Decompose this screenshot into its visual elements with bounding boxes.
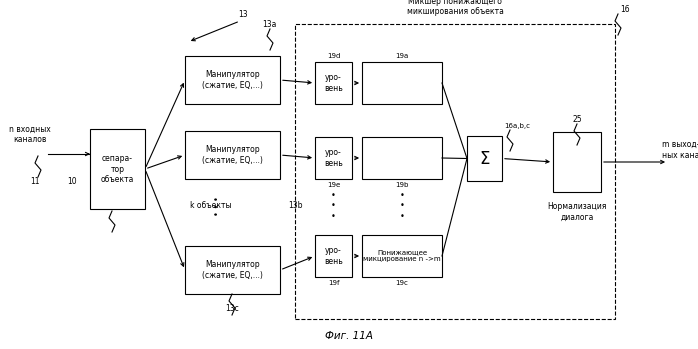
Text: 19b: 19b [395, 182, 409, 188]
Text: Понижающее
микцирование n ->m: Понижающее микцирование n ->m [363, 250, 441, 262]
Bar [90, 129, 145, 209]
Text: уро-
вень: уро- вень [324, 246, 343, 266]
Text: • • •: • • • [213, 196, 222, 216]
Text: 19f: 19f [328, 280, 339, 286]
Text: Σ: Σ [480, 149, 490, 168]
Text: 13с: 13с [225, 304, 239, 313]
Text: •
•
•: • • • [331, 191, 336, 221]
Bar [362, 235, 442, 277]
Bar [315, 137, 352, 179]
Text: 16: 16 [620, 5, 630, 14]
Text: Фиг. 11А: Фиг. 11А [325, 331, 373, 341]
Text: Манипулятор
(сжатие, EQ,...): Манипулятор (сжатие, EQ,...) [202, 260, 263, 280]
Bar [467, 136, 502, 181]
Text: n входных
каналов: n входных каналов [9, 125, 51, 144]
Text: сепара-
тор
объекта: сепара- тор объекта [101, 154, 134, 184]
Text: 19d: 19d [327, 53, 340, 59]
Bar [362, 137, 442, 179]
Text: Манипулятор
(сжатие, EQ,...): Манипулятор (сжатие, EQ,...) [202, 145, 263, 165]
Text: •
•
•: • • • [399, 191, 404, 221]
Text: 11: 11 [30, 177, 40, 186]
Bar [295, 24, 615, 319]
Bar [315, 235, 352, 277]
Text: уро-
вень: уро- вень [324, 73, 343, 93]
Text: уро-
вень: уро- вень [324, 148, 343, 168]
Text: m выход-
ных каналов: m выход- ных каналов [662, 140, 698, 160]
Bar [553, 132, 601, 192]
Text: 13: 13 [238, 10, 248, 19]
Text: 13а: 13а [262, 20, 276, 29]
Text: Манипулятор
(сжатие, EQ,...): Манипулятор (сжатие, EQ,...) [202, 70, 263, 90]
Text: 10: 10 [67, 177, 77, 186]
Text: Микшер понижающего
микширования объекта: Микшер понижающего микширования объекта [406, 0, 503, 16]
Bar [185, 246, 280, 294]
Bar [185, 56, 280, 104]
Text: k объекты: k объекты [190, 201, 232, 210]
Text: 19с: 19с [396, 280, 408, 286]
Text: 19е: 19е [327, 182, 340, 188]
Text: 16а,b,с: 16а,b,с [504, 123, 530, 129]
Text: 25: 25 [572, 115, 582, 124]
Text: Нормализация
диалога: Нормализация диалога [547, 202, 607, 221]
Bar [315, 62, 352, 104]
Text: 13b: 13b [288, 201, 302, 210]
Bar [362, 62, 442, 104]
Bar [185, 131, 280, 179]
Text: 19а: 19а [395, 53, 408, 59]
